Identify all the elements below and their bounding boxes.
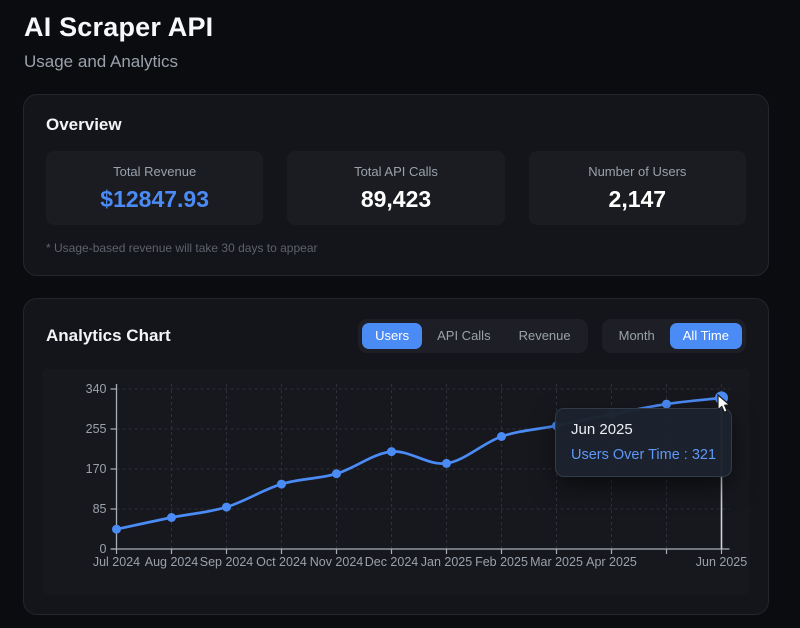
stat-label: Number of Users bbox=[588, 163, 687, 179]
revenue-footnote: * Usage-based revenue will take 30 days … bbox=[46, 241, 318, 255]
svg-text:Mar 2025: Mar 2025 bbox=[530, 555, 583, 569]
page-subtitle: Usage and Analytics bbox=[24, 52, 179, 71]
svg-text:Dec 2024: Dec 2024 bbox=[365, 555, 419, 569]
stat-total-api-calls: Total API Calls 89,423 bbox=[287, 151, 505, 225]
chart-header: Analytics Chart Users API Calls Revenue … bbox=[46, 319, 746, 354]
stat-value: 2,147 bbox=[608, 185, 667, 212]
svg-text:Jul 2024: Jul 2024 bbox=[93, 555, 140, 569]
metric-toggle-group: Users API Calls Revenue bbox=[358, 319, 588, 354]
metric-tab-users[interactable]: Users bbox=[362, 323, 423, 350]
stat-label: Total API Calls bbox=[354, 163, 438, 179]
svg-text:340: 340 bbox=[86, 382, 107, 396]
svg-text:255: 255 bbox=[86, 422, 107, 436]
svg-text:85: 85 bbox=[93, 502, 107, 516]
metric-tab-api-calls[interactable]: API Calls bbox=[424, 323, 503, 349]
range-tab-all-time[interactable]: All Time bbox=[669, 323, 742, 350]
users-line-chart[interactable]: 0 85 170 255 340 Jul 2024 Aug 2024 Sep 2024 Oct … bbox=[42, 369, 750, 594]
analytics-card: Analytics Chart Users API Calls Revenue … bbox=[23, 298, 769, 616]
chart-panel[interactable]: 0 85 170 255 340 Jul 2024 Aug 2024 Sep 2024 Oct … bbox=[42, 369, 750, 595]
svg-text:Nov 2024: Nov 2024 bbox=[310, 555, 364, 569]
mouse-cursor-icon bbox=[716, 393, 734, 420]
stat-total-revenue: Total Revenue $12847.93 bbox=[46, 151, 264, 225]
stat-number-of-users: Number of Users 2,147 bbox=[528, 151, 746, 225]
stat-value: $12847.93 bbox=[100, 185, 210, 212]
svg-text:Jan 2025: Jan 2025 bbox=[421, 555, 472, 569]
stat-label: Total Revenue bbox=[113, 163, 197, 179]
chart-controls: Users API Calls Revenue Month All Time bbox=[358, 319, 746, 354]
chart-tooltip: Jun 2025 Users Over Time : 321 bbox=[555, 408, 733, 478]
dashboard-page: AI Scraper API Usage and Analytics Overv… bbox=[23, 12, 769, 616]
page-title: AI Scraper API bbox=[24, 12, 214, 42]
svg-text:Apr 2025: Apr 2025 bbox=[586, 555, 637, 569]
stats-row: Total Revenue $12847.93 Total API Calls … bbox=[46, 151, 746, 225]
tooltip-date: Jun 2025 bbox=[571, 421, 633, 439]
overview-card: Overview Total Revenue $12847.93 Total A… bbox=[23, 94, 769, 276]
analytics-title: Analytics Chart bbox=[46, 326, 171, 346]
svg-text:170: 170 bbox=[86, 462, 107, 476]
tooltip-value: Users Over Time : 321 bbox=[571, 447, 717, 464]
svg-text:Feb 2025: Feb 2025 bbox=[475, 555, 528, 569]
metric-tab-revenue[interactable]: Revenue bbox=[506, 323, 584, 349]
svg-text:Aug 2024: Aug 2024 bbox=[145, 555, 199, 569]
svg-text:0: 0 bbox=[100, 542, 107, 556]
svg-text:Jun 2025: Jun 2025 bbox=[696, 555, 747, 569]
svg-text:Oct 2024: Oct 2024 bbox=[256, 555, 307, 569]
range-tab-month[interactable]: Month bbox=[606, 323, 668, 349]
overview-title: Overview bbox=[46, 115, 122, 134]
stat-value: 89,423 bbox=[360, 185, 432, 212]
svg-text:Sep 2024: Sep 2024 bbox=[200, 555, 254, 569]
range-toggle-group: Month All Time bbox=[601, 319, 746, 354]
